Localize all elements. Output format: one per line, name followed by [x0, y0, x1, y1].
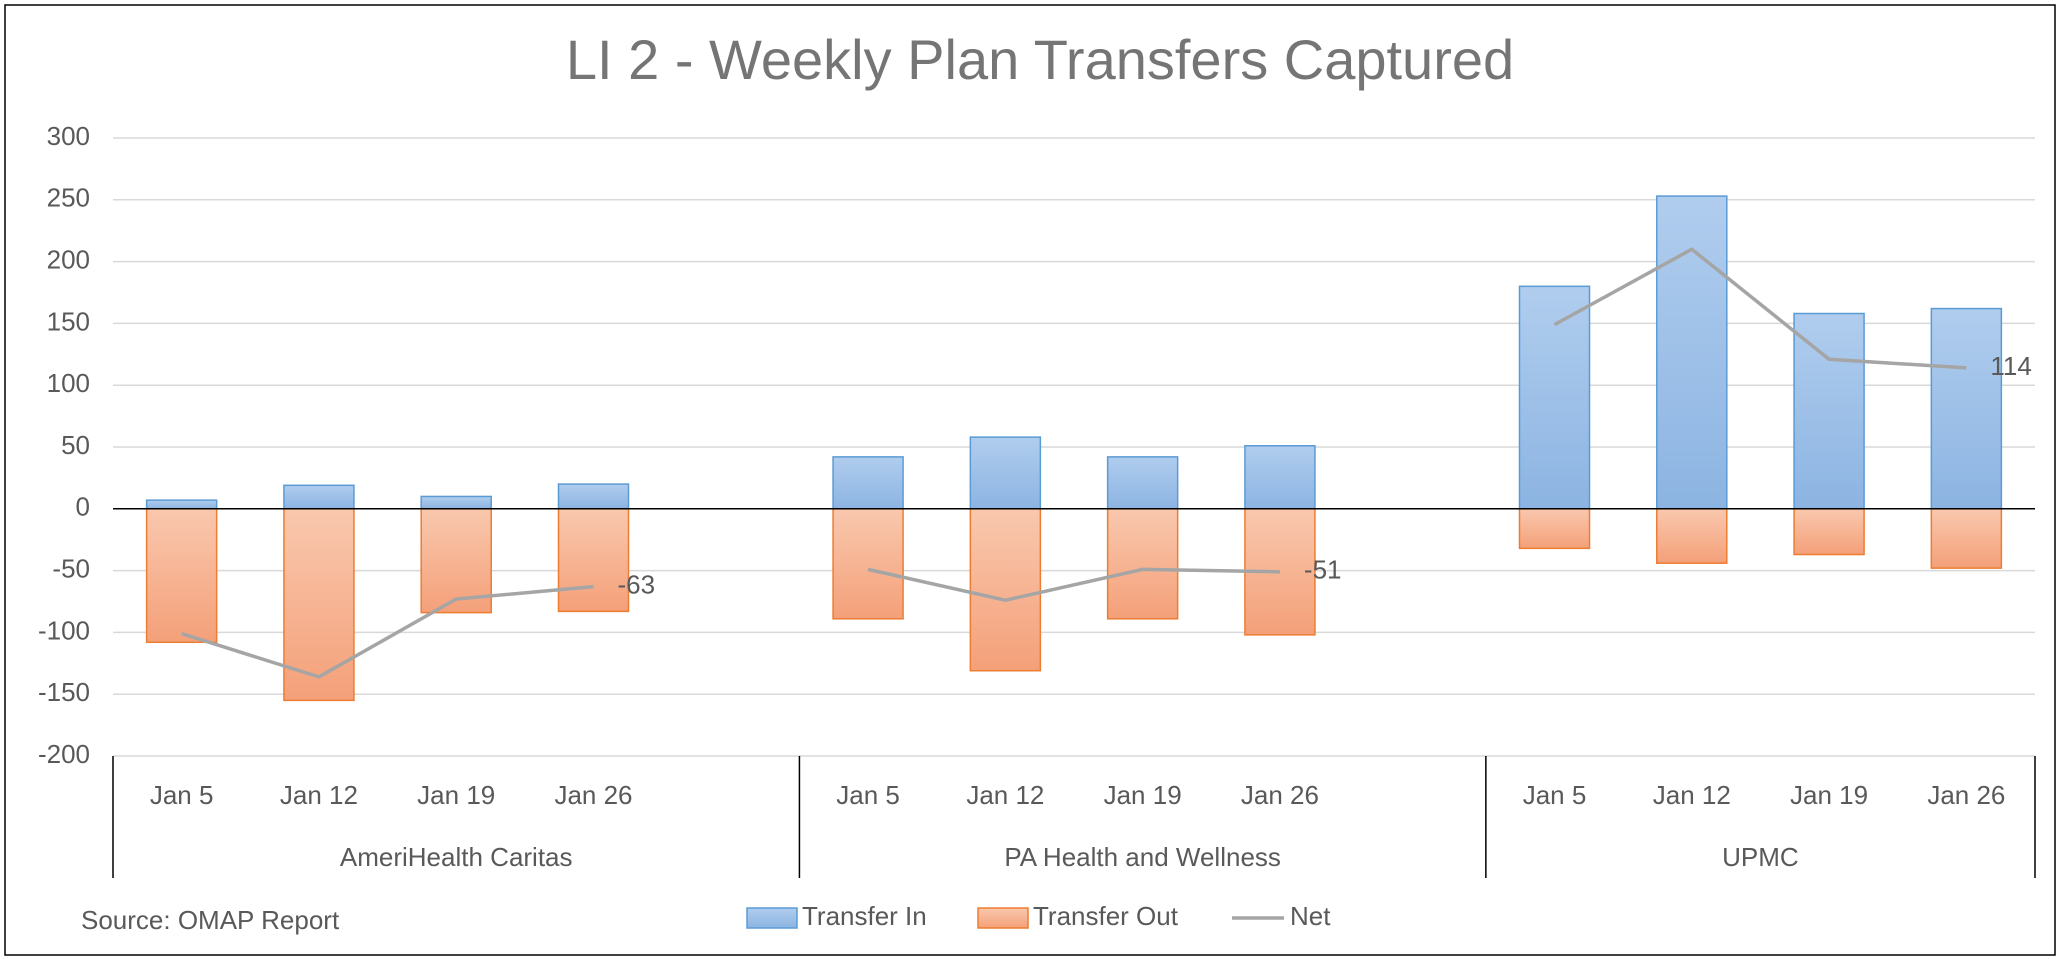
legend-label: Transfer Out	[1033, 901, 1179, 931]
y-tick-label: 50	[61, 430, 90, 460]
group-label: AmeriHealth Caritas	[340, 842, 573, 872]
y-tick-label: 250	[47, 183, 90, 213]
y-tick-label: -150	[38, 677, 90, 707]
x-tick-label: Jan 19	[1790, 780, 1868, 810]
bar	[969, 508, 1042, 672]
bar	[1106, 508, 1179, 620]
group-label: UPMC	[1722, 842, 1799, 872]
chart-title: LI 2 - Weekly Plan Transfers Captured	[566, 28, 1514, 91]
bar	[283, 508, 355, 702]
x-tick-label: Jan 26	[554, 780, 632, 810]
y-tick-label: 0	[76, 492, 90, 522]
bar	[420, 495, 492, 510]
bar	[1656, 508, 1728, 564]
bar	[1656, 195, 1728, 510]
bar	[145, 499, 218, 510]
bar	[1793, 508, 1865, 556]
chart-border	[4, 4, 2056, 956]
x-tick-label: Jan 5	[150, 780, 214, 810]
legend-label: Transfer In	[802, 901, 927, 931]
bar	[832, 456, 904, 510]
bar	[145, 508, 218, 644]
net-line	[181, 584, 594, 679]
legend-swatch	[977, 907, 1029, 929]
x-tick-label: Jan 19	[1104, 780, 1182, 810]
x-tick-label: Jan 19	[417, 780, 495, 810]
y-tick-label: -200	[38, 739, 90, 769]
bar	[557, 483, 630, 510]
bar	[1518, 508, 1591, 550]
source-note: Source: OMAP Report	[81, 905, 340, 935]
x-tick-label: Jan 12	[1653, 780, 1731, 810]
y-tick-label: 100	[47, 368, 90, 398]
bar	[1106, 456, 1179, 510]
bar	[1793, 312, 1865, 510]
y-tick-label: -50	[52, 553, 90, 583]
y-tick-label: -100	[38, 615, 90, 645]
data-label: -63	[618, 570, 656, 600]
x-tick-label: Jan 12	[280, 780, 358, 810]
legend-label: Net	[1290, 901, 1331, 931]
bar	[969, 436, 1042, 510]
x-tick-label: Jan 12	[966, 780, 1044, 810]
bar	[1244, 445, 1316, 510]
x-tick-label: Jan 26	[1927, 780, 2005, 810]
y-tick-label: 200	[47, 244, 90, 274]
x-tick-label: Jan 5	[836, 780, 900, 810]
bar	[557, 508, 630, 613]
y-tick-label: 150	[47, 306, 90, 336]
net-line	[867, 567, 1280, 603]
x-tick-label: Jan 5	[1523, 780, 1587, 810]
net-line	[1553, 247, 1967, 370]
group-label: PA Health and Wellness	[1004, 842, 1281, 872]
data-label: -51	[1304, 555, 1342, 585]
bar	[1518, 285, 1591, 510]
x-tick-label: Jan 26	[1241, 780, 1319, 810]
bar	[1930, 508, 2003, 569]
bar	[1930, 307, 2003, 510]
bar	[283, 484, 355, 510]
data-label: 114	[1990, 351, 2031, 381]
y-tick-label: 300	[47, 121, 90, 151]
bar	[832, 508, 904, 620]
legend-swatch	[746, 907, 798, 929]
